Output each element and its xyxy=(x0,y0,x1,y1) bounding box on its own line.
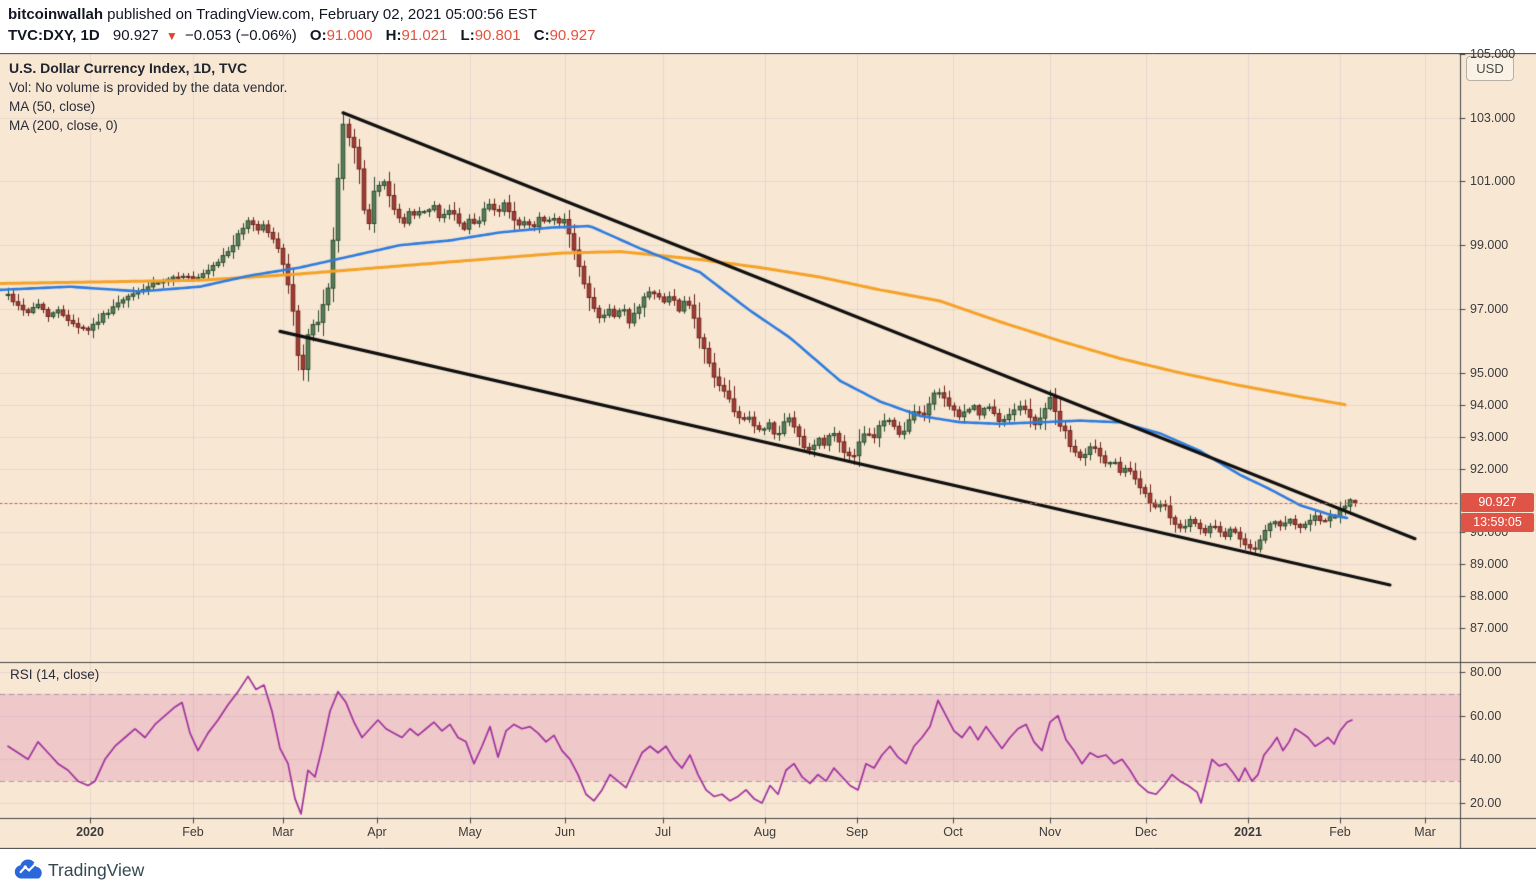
time-tick-label: Jul xyxy=(655,825,671,839)
time-tick-label: Sep xyxy=(845,825,869,839)
high-label: H: xyxy=(385,27,402,44)
ma200-legend: MA (200, close, 0) xyxy=(9,118,118,133)
time-tick-label: 2021 xyxy=(1234,825,1262,839)
price-tick-label: 93.000 xyxy=(1470,429,1509,444)
ma50-legend: MA (50, close) xyxy=(9,99,96,114)
time-tick-label: Mar xyxy=(272,825,294,839)
price-tick-label: 94.000 xyxy=(1470,397,1509,412)
chart-title: U.S. Dollar Currency Index, 1D, TVC xyxy=(9,60,248,76)
chart-canvas[interactable] xyxy=(0,53,1536,849)
time-tick-label: May xyxy=(458,825,482,839)
low-value: 90.801 xyxy=(474,27,521,44)
price-tick-label: 99.000 xyxy=(1470,238,1509,253)
last-price-tag: 90.927 xyxy=(1461,492,1534,512)
price-tick-label: 97.000 xyxy=(1470,302,1509,316)
currency-toggle-button[interactable]: USD xyxy=(1466,56,1514,81)
author-name: bitcoinwallah xyxy=(8,6,104,23)
bar-countdown-tag: 13:59:05 xyxy=(1461,513,1534,533)
price-tick-label: 105.000 xyxy=(1470,46,1516,61)
time-tick-label: Oct xyxy=(943,825,963,839)
price-change: −0.053 (−0.06%) xyxy=(184,27,297,44)
brand-name: TradingView xyxy=(48,860,145,880)
low-label: L: xyxy=(460,27,475,44)
rsi-tick-label: 60.00 xyxy=(1470,708,1502,723)
rsi-tick-label: 20.00 xyxy=(1470,795,1502,810)
price-tick-label: 88.000 xyxy=(1470,589,1509,604)
snapshot-header: bitcoinwallah published on TradingView.c… xyxy=(0,0,1536,53)
time-tick-label: Aug xyxy=(753,825,777,839)
rsi-tick-label: 80.00 xyxy=(1470,665,1502,679)
snapshot-footer: TradingView xyxy=(0,849,1536,890)
rsi-legend: RSI (14, close) xyxy=(10,667,100,682)
price-tick-label: 101.000 xyxy=(1470,174,1516,189)
down-arrow-icon: ▼ xyxy=(165,29,178,43)
main-pane-legend: U.S. Dollar Currency Index, 1D, TVC Vol:… xyxy=(9,59,287,135)
time-tick-label: 2020 xyxy=(76,825,104,839)
last-price: 90.927 xyxy=(112,27,159,44)
price-tick-label: 103.000 xyxy=(1470,110,1516,125)
high-value: 91.021 xyxy=(401,27,448,44)
price-tick-label: 95.000 xyxy=(1470,365,1509,380)
time-tick-label: Nov xyxy=(1038,825,1062,839)
publish-info: published on TradingView.com, February 0… xyxy=(103,6,538,23)
price-tick-label: 87.000 xyxy=(1470,621,1509,635)
price-tick-label: 92.000 xyxy=(1470,461,1509,476)
symbol-line: TVC:DXY, 1D 90.927 ▼ −0.053 (−0.06%) O:9… xyxy=(8,27,595,44)
time-tick-label: Mar xyxy=(1414,825,1436,839)
publish-line: bitcoinwallah published on TradingView.c… xyxy=(8,6,537,23)
time-tick-label: Dec xyxy=(1134,825,1158,839)
tradingview-logo-icon xyxy=(14,859,42,879)
time-tick-label: Feb xyxy=(1329,825,1351,839)
time-tick-label: Apr xyxy=(367,825,387,839)
rsi-tick-label: 40.00 xyxy=(1470,752,1502,767)
time-tick-label: Feb xyxy=(182,825,204,839)
time-tick-label: Jun xyxy=(554,825,576,839)
volume-note: Vol: No volume is provided by the data v… xyxy=(9,80,288,95)
open-value: 91.000 xyxy=(326,27,373,44)
close-label: C: xyxy=(533,27,550,44)
price-tick-label: 89.000 xyxy=(1470,557,1509,572)
chart-region[interactable]: U.S. Dollar Currency Index, 1D, TVC Vol:… xyxy=(0,47,1536,849)
open-label: O: xyxy=(309,27,327,44)
symbol-label: TVC:DXY, 1D xyxy=(8,27,100,44)
close-value: 90.927 xyxy=(549,27,596,44)
